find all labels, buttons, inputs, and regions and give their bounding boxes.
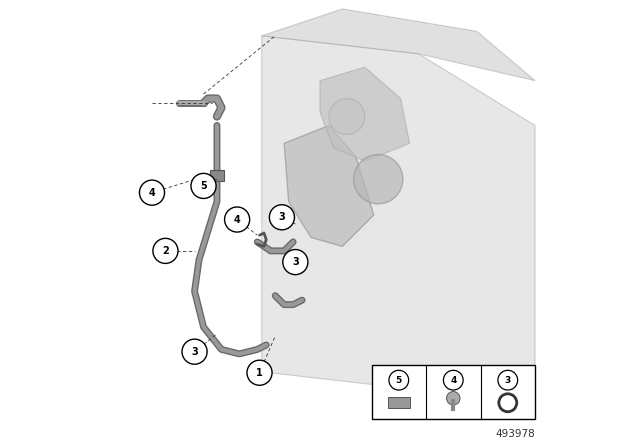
FancyBboxPatch shape	[371, 365, 535, 419]
Text: 3: 3	[505, 376, 511, 385]
Circle shape	[444, 370, 463, 390]
Circle shape	[447, 392, 460, 405]
Circle shape	[153, 238, 178, 263]
Circle shape	[247, 360, 272, 385]
Circle shape	[353, 155, 403, 204]
Circle shape	[225, 207, 250, 232]
Text: 3: 3	[292, 257, 299, 267]
Polygon shape	[210, 170, 224, 181]
Text: 2: 2	[162, 246, 169, 256]
Polygon shape	[262, 36, 535, 390]
Circle shape	[498, 370, 518, 390]
Circle shape	[389, 370, 408, 390]
Polygon shape	[284, 125, 374, 246]
Text: 4: 4	[450, 376, 456, 385]
Circle shape	[191, 173, 216, 198]
Circle shape	[329, 99, 365, 134]
Polygon shape	[320, 67, 410, 161]
Polygon shape	[262, 9, 535, 81]
Text: 4: 4	[148, 188, 156, 198]
Text: 4: 4	[234, 215, 241, 224]
Text: 3: 3	[191, 347, 198, 357]
Text: 5: 5	[396, 376, 402, 385]
Circle shape	[182, 339, 207, 364]
Circle shape	[140, 180, 164, 205]
Circle shape	[283, 250, 308, 275]
Text: 5: 5	[200, 181, 207, 191]
Circle shape	[499, 394, 516, 412]
Text: 493978: 493978	[495, 429, 535, 439]
Circle shape	[269, 205, 294, 230]
Text: 1: 1	[256, 368, 263, 378]
Text: 3: 3	[278, 212, 285, 222]
FancyBboxPatch shape	[388, 397, 410, 408]
